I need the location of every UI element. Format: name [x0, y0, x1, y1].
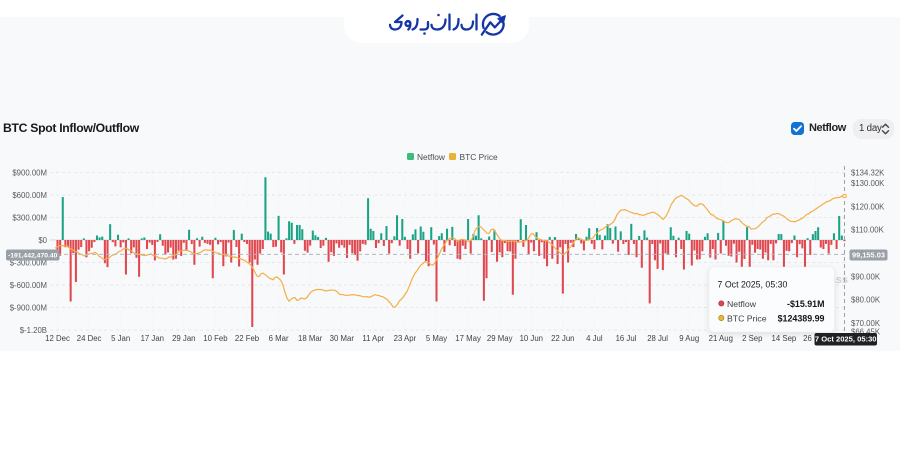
svg-text:12 Dec: 12 Dec [45, 334, 70, 343]
svg-text:$300.00M: $300.00M [12, 214, 47, 223]
svg-text:BTC Price: BTC Price [727, 313, 767, 323]
svg-text:28 Jul: 28 Jul [647, 334, 668, 343]
svg-text:5 May: 5 May [426, 334, 447, 343]
svg-text:$70.00K: $70.00K [851, 319, 881, 328]
svg-text:$0: $0 [38, 236, 47, 245]
svg-text:21 Aug: 21 Aug [709, 334, 733, 343]
svg-text:$80.00K: $80.00K [851, 296, 881, 305]
svg-text:4 Jul: 4 Jul [586, 334, 603, 343]
svg-text:$-900.00M: $-900.00M [10, 304, 47, 313]
svg-text:$124389.99: $124389.99 [778, 313, 825, 323]
svg-text:$600.00M: $600.00M [12, 191, 47, 200]
svg-text:$900.00M: $900.00M [12, 169, 47, 178]
svg-text:18 Mar: 18 Mar [298, 334, 323, 343]
svg-text:$66.45K: $66.45K [851, 328, 881, 337]
svg-text:30 Mar: 30 Mar [330, 334, 355, 343]
svg-text:$90.00K: $90.00K [851, 272, 881, 281]
svg-text:7 Oct 2025, 05:30: 7 Oct 2025, 05:30 [718, 279, 788, 289]
svg-text:$120.00K: $120.00K [851, 202, 885, 211]
svg-text:23 Apr: 23 Apr [394, 334, 417, 343]
svg-text:6 Mar: 6 Mar [269, 334, 289, 343]
svg-text:-$15.91M: -$15.91M [787, 299, 825, 309]
svg-text:$-600.00M: $-600.00M [10, 281, 47, 290]
svg-text:24 Dec: 24 Dec [77, 334, 102, 343]
svg-text:9 Aug: 9 Aug [679, 334, 699, 343]
svg-text:10 Jun: 10 Jun [520, 334, 543, 343]
svg-text:$130.00K: $130.00K [851, 179, 885, 188]
svg-text:17 Jan: 17 Jan [141, 334, 164, 343]
svg-text:17 May: 17 May [455, 334, 481, 343]
svg-text:7 Oct 2025, 05:30: 7 Oct 2025, 05:30 [815, 335, 877, 344]
svg-text:22 Feb: 22 Feb [235, 334, 260, 343]
svg-text:16 Jul: 16 Jul [616, 334, 637, 343]
svg-text:$-1.20B: $-1.20B [20, 326, 47, 335]
svg-text:14 Sep: 14 Sep [772, 334, 797, 343]
svg-text:11 Apr: 11 Apr [362, 334, 384, 343]
svg-text:29 Jan: 29 Jan [172, 334, 195, 343]
svg-text:99,155.03: 99,155.03 [852, 251, 885, 260]
svg-text:-191,442,470.40: -191,442,470.40 [8, 253, 58, 260]
svg-text:$-300.00M: $-300.00M [10, 259, 47, 268]
svg-text:$134.32K: $134.32K [851, 169, 885, 178]
svg-text:29 May: 29 May [487, 334, 513, 343]
svg-text:Netflow: Netflow [727, 299, 757, 309]
svg-text:10 Feb: 10 Feb [203, 334, 228, 343]
svg-text:5 Jan: 5 Jan [111, 334, 130, 343]
svg-text:22 Jun: 22 Jun [551, 334, 574, 343]
svg-text:2 Sep: 2 Sep [742, 334, 763, 343]
svg-text:$110.00K: $110.00K [851, 226, 885, 235]
